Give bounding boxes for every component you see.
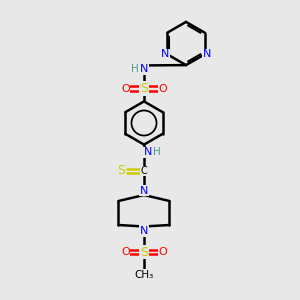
Text: H: H [153,147,161,158]
Text: N: N [203,49,211,59]
Text: N: N [161,49,169,59]
Text: CH₃: CH₃ [134,269,154,280]
Text: N: N [140,64,148,74]
Text: C: C [141,166,147,176]
Text: O: O [121,247,130,257]
Text: O: O [158,83,167,94]
Text: S: S [140,82,148,95]
Text: H: H [130,64,138,74]
Text: N: N [140,226,148,236]
Text: S: S [140,245,148,259]
Text: S: S [118,164,125,178]
Text: O: O [158,247,167,257]
Text: N: N [140,185,148,196]
Text: N: N [143,147,152,158]
Text: O: O [121,83,130,94]
